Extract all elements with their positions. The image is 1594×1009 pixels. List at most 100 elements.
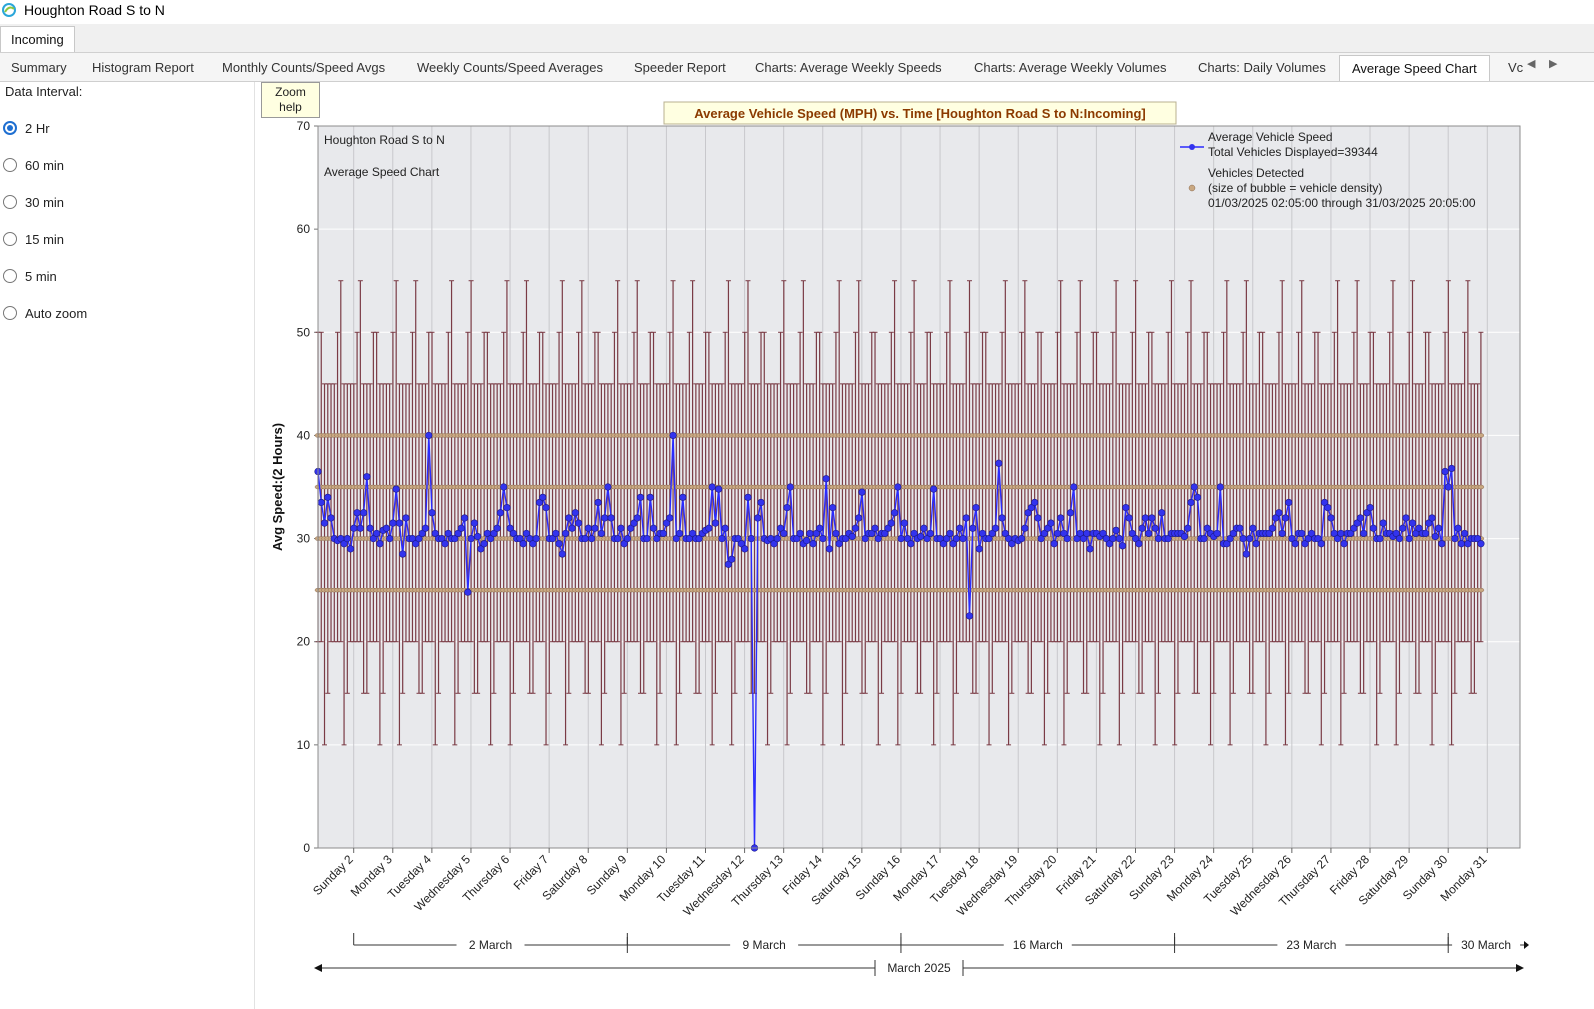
data-point [594,498,602,507]
data-point [669,431,677,440]
data-point [1395,534,1404,543]
data-point [617,524,625,532]
tab-incoming[interactable]: Incoming [0,26,75,52]
data-point [900,519,908,527]
data-point [803,537,811,545]
data-point [910,529,918,538]
data-point [1392,529,1400,538]
title-bar: Houghton Road S to N [0,0,1594,22]
tab-average-speed-chart[interactable]: Average Speed Chart [1339,55,1490,81]
data-point [747,534,755,543]
data-point [1272,514,1280,522]
tab-monthly-counts[interactable]: Monthly Counts/Speed Avgs [222,60,386,75]
tab-summary[interactable]: Summary [11,60,67,75]
data-point [1203,524,1211,532]
x-week-label: 9 March [742,938,785,952]
data-point [653,534,661,543]
data-point [1337,529,1345,538]
tab-speeder-report[interactable]: Speeder Report [634,60,726,75]
data-point [1242,550,1250,558]
tab-truncated[interactable]: Vc [1508,60,1524,75]
data-point [1288,534,1296,543]
data-point [350,524,358,532]
tab-weekly-counts[interactable]: Weekly Counts/Speed Averages [417,60,603,75]
density-bubble [1477,587,1485,593]
data-point [718,534,726,543]
data-point [552,529,560,538]
radio-5min[interactable]: 5 min [3,267,57,285]
radio-unselected-icon[interactable] [3,232,17,246]
radio-unselected-icon[interactable] [3,158,17,172]
zoom-help-button[interactable]: Zoom help [261,82,320,118]
data-point [493,524,501,532]
radio-unselected-icon[interactable] [3,306,17,320]
data-point [627,524,635,532]
radio-auto-zoom[interactable]: Auto zoom [3,304,87,322]
data-point [1301,540,1309,548]
average-speed-chart[interactable]: 0 10 20 30 40 50 60 70 Average Vehicle Speed (MP… [254,82,1594,1009]
data-point [343,534,351,543]
data-point [679,493,687,501]
radio-2hr[interactable]: 2 Hr [3,119,50,137]
data-point [646,493,654,501]
data-point [812,529,820,538]
zoom-help-line2: help [279,100,302,114]
tab-scroll-right-icon[interactable]: ▶ [1549,58,1558,70]
data-point [1187,498,1195,507]
x-week-label: 2 March [469,938,512,952]
data-point [1115,534,1123,543]
data-point [1281,514,1290,522]
data-point [474,532,482,541]
data-point [744,493,752,501]
data-point [897,534,905,543]
data-point [633,514,641,522]
data-point [1135,540,1143,548]
radio-unselected-icon[interactable] [3,195,17,209]
tab-charts-daily-volumes[interactable]: Charts: Daily Volumes [1198,60,1326,75]
data-point [539,493,547,501]
data-point [868,529,876,538]
data-point [1405,534,1413,543]
radio-selected-icon[interactable] [3,121,17,135]
data-point [952,534,961,543]
data-point [542,504,550,512]
legend-marker-swatch [1189,144,1195,150]
density-bubble [1477,484,1485,490]
data-point [392,485,400,493]
data-point [887,519,895,527]
tab-scroll-left-icon[interactable]: ◀ [1527,58,1536,70]
month-span-arrow-right [1516,964,1524,972]
data-point [1180,532,1189,541]
data-point [1027,504,1035,512]
data-point [776,524,785,532]
data-point [705,524,713,532]
tab-charts-average-weekly-volumes[interactable]: Charts: Average Weekly Volumes [974,60,1167,75]
data-point [548,534,557,543]
data-point [643,534,651,543]
data-point [926,529,935,538]
data-point [1369,524,1378,532]
tab-charts-average-weekly-speeds[interactable]: Charts: Average Weekly Speeds [755,60,942,75]
radio-60min[interactable]: 60 min [3,156,64,174]
radio-30min[interactable]: 30 min [3,193,64,211]
radio-unselected-icon[interactable] [3,269,17,283]
data-point [939,540,948,548]
radio-15min[interactable]: 15 min [3,230,64,248]
data-point [894,483,902,491]
data-point [890,509,899,517]
data-point [920,524,928,532]
data-point [561,529,570,538]
data-point [1021,524,1029,532]
data-point [490,529,498,538]
legend-series-name: Average Vehicle Speed [1208,130,1333,144]
data-point [477,545,485,553]
data-point [376,540,384,548]
data-point [516,534,524,543]
tab-histogram-report[interactable]: Histogram Report [92,60,194,75]
data-point [1252,540,1260,548]
data-point [386,534,394,543]
data-point [353,509,361,517]
data-point [1044,524,1052,532]
data-point [741,545,749,553]
